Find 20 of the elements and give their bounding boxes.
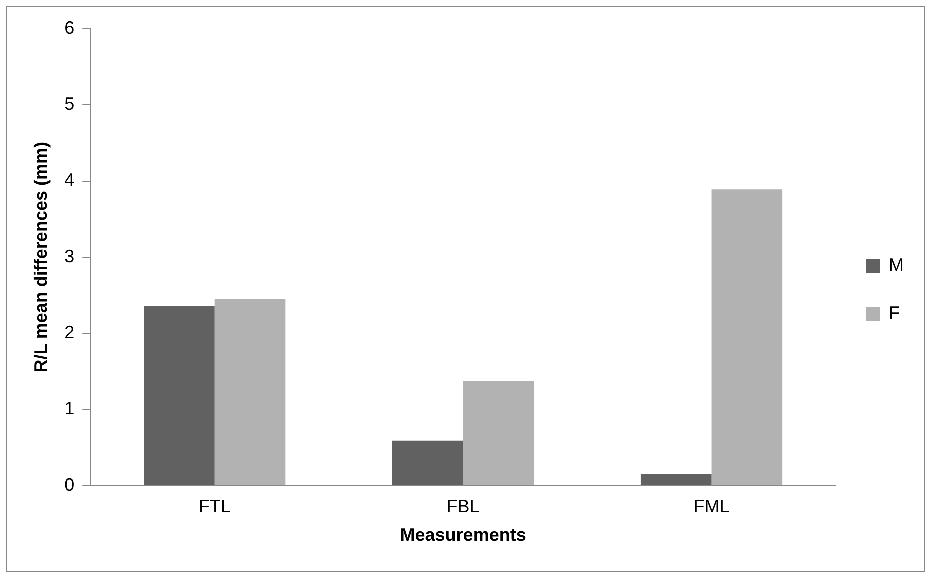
y-tick-label: 1 [64,398,75,419]
legend-label: M [889,254,904,275]
y-tick-label: 0 [64,474,75,495]
y-tick-label: 5 [64,94,75,114]
bar [144,306,215,486]
x-axis-title: Measurements [400,525,526,546]
bar [640,474,712,486]
y-tick-label: 2 [64,322,75,342]
y-axis-title: R/L mean differences (mm) [30,142,51,373]
y-tick-label: 3 [64,246,75,266]
bar [214,299,286,486]
legend-label: F [889,302,900,323]
bar [392,440,464,486]
bar [463,382,534,486]
y-tick-label: 6 [64,18,75,38]
bar [712,190,783,486]
x-tick-label: FML [694,496,730,517]
y-tick-label: 4 [64,170,75,190]
x-tick-label: FTL [198,496,231,517]
x-tick-label: FBL [446,496,480,517]
